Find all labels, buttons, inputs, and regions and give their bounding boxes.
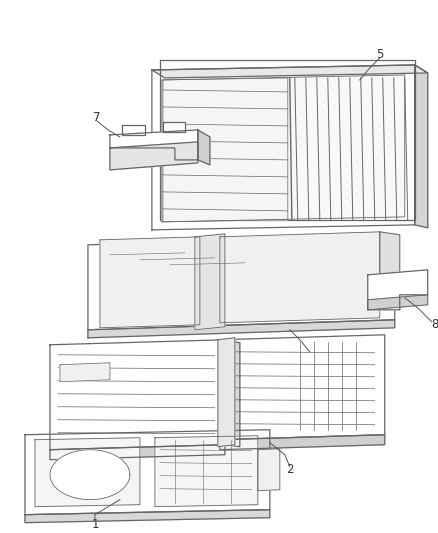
Polygon shape xyxy=(380,232,400,310)
Polygon shape xyxy=(88,235,395,330)
Text: 5: 5 xyxy=(376,49,383,61)
Polygon shape xyxy=(160,60,415,220)
Text: 1: 1 xyxy=(91,518,99,531)
Polygon shape xyxy=(368,270,428,310)
Polygon shape xyxy=(35,438,140,507)
Polygon shape xyxy=(218,338,235,447)
Polygon shape xyxy=(152,65,428,78)
Polygon shape xyxy=(25,510,270,523)
Polygon shape xyxy=(368,295,428,310)
Polygon shape xyxy=(88,320,395,338)
Polygon shape xyxy=(163,78,288,222)
Polygon shape xyxy=(25,430,270,515)
Text: 7: 7 xyxy=(93,111,101,124)
Text: 4: 4 xyxy=(306,348,314,361)
Text: 8: 8 xyxy=(431,318,438,332)
Polygon shape xyxy=(198,130,210,165)
Polygon shape xyxy=(110,142,198,170)
Polygon shape xyxy=(225,340,240,447)
Polygon shape xyxy=(100,237,200,328)
Polygon shape xyxy=(122,125,145,135)
Polygon shape xyxy=(152,65,415,230)
Polygon shape xyxy=(163,122,185,132)
Polygon shape xyxy=(415,65,428,228)
Polygon shape xyxy=(220,232,380,323)
Polygon shape xyxy=(155,435,258,507)
Polygon shape xyxy=(50,340,225,450)
Polygon shape xyxy=(258,449,280,491)
Polygon shape xyxy=(50,450,130,499)
Polygon shape xyxy=(220,335,385,440)
Polygon shape xyxy=(50,445,225,459)
Polygon shape xyxy=(162,75,405,222)
Polygon shape xyxy=(110,130,198,160)
Polygon shape xyxy=(60,363,110,382)
Polygon shape xyxy=(220,435,385,450)
Polygon shape xyxy=(195,234,225,330)
Text: 2: 2 xyxy=(286,463,293,476)
